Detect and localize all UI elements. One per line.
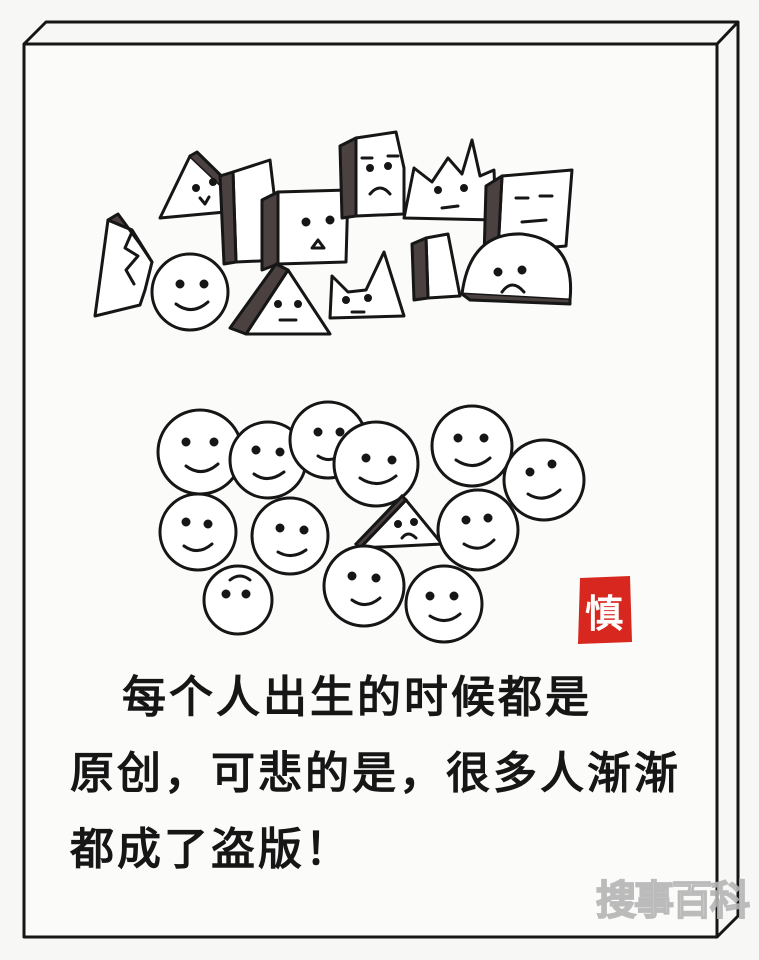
- seal-glyph: 慎: [584, 590, 623, 636]
- smiley-face-12: [404, 564, 484, 644]
- caption-line-1: 每个人出生的时候都是: [122, 672, 592, 723]
- caption-line-2: 原创，可悲的是，很多人渐渐: [70, 748, 681, 799]
- cat-block: [328, 250, 406, 320]
- house-block: [338, 130, 406, 220]
- caption-text: 每个人出生的时候都是 原创，可悲的是，很多人渐渐 都成了盗版！: [70, 660, 681, 888]
- half-circle-block: [460, 232, 573, 306]
- seal-shape: [578, 576, 632, 644]
- smiley-face-5: [430, 404, 514, 488]
- shaped-blocks-group: [93, 130, 574, 336]
- smiley-face-4: [332, 420, 420, 508]
- smiley-face-2: [228, 420, 308, 500]
- caption-line-3: 都成了盗版！: [70, 824, 352, 875]
- smiley-face-10: [202, 564, 274, 636]
- smiley-face-11: [322, 544, 406, 628]
- smiley-face-9: [436, 488, 520, 572]
- sad-triangle: [353, 493, 446, 551]
- right-rect-block: [482, 168, 574, 260]
- smiley-face-6: [502, 438, 586, 522]
- watermark-logo: 搜事百科: [595, 877, 751, 925]
- smile-face-top: [150, 252, 230, 332]
- red-seal-stamp: 慎: [574, 574, 634, 646]
- square-block: [260, 188, 350, 272]
- smiley-face-7: [158, 492, 238, 572]
- pillar-block: [410, 232, 462, 302]
- smiley-faces-group: [156, 400, 586, 644]
- front-triangle-block: [228, 262, 332, 336]
- smiley-face-8: [250, 496, 330, 576]
- broken-block: [93, 212, 154, 318]
